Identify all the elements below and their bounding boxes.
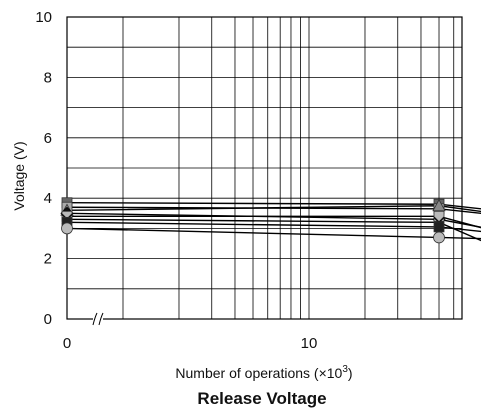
x-axis-break-mark xyxy=(92,312,104,326)
x-tick-labels: 010100 xyxy=(63,335,318,352)
x-axis-label-prefix: Number of operations (×10 xyxy=(175,365,342,381)
series-layer xyxy=(60,197,481,244)
x-axis-label-exponent: 3 xyxy=(342,364,348,375)
y-tick-label: 10 xyxy=(35,9,52,26)
y-tick-label: 6 xyxy=(44,130,52,147)
chart-title: Release Voltage xyxy=(197,389,326,408)
y-tick-label: 0 xyxy=(44,311,52,328)
plot-frame xyxy=(66,16,463,320)
data-point-circle xyxy=(433,231,445,244)
x-tick-label: 10 xyxy=(301,335,318,352)
y-tick-label: 2 xyxy=(44,251,52,268)
grid xyxy=(67,17,462,319)
data-point-triangle xyxy=(432,198,446,212)
series-line xyxy=(66,227,481,240)
x-axis-label: Number of operations (×103) xyxy=(175,364,352,381)
y-tick-label: 8 xyxy=(44,69,52,86)
series-line xyxy=(66,221,481,233)
x-axis-label-suffix: ) xyxy=(348,365,353,381)
data-point-square xyxy=(433,221,445,233)
data-point-circle xyxy=(61,222,73,235)
x-tick-label: 0 xyxy=(63,335,71,352)
y-axis-label: Voltage (V) xyxy=(11,141,27,210)
y-tick-label: 4 xyxy=(44,190,52,207)
y-tick-labels: 0 2 4 6 8 10 xyxy=(35,9,52,328)
